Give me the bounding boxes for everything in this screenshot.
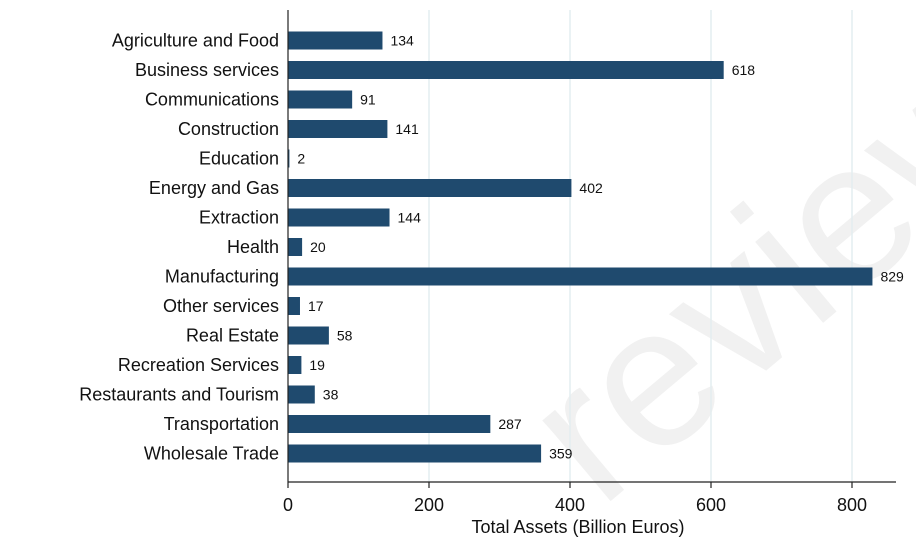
value-label: 17 — [308, 298, 324, 314]
value-label: 287 — [498, 416, 522, 432]
value-label: 359 — [549, 446, 573, 462]
category-label: Business services — [135, 60, 279, 80]
value-label: 2 — [297, 151, 305, 167]
category-label: Health — [227, 237, 279, 257]
category-label: Restaurants and Tourism — [79, 385, 279, 405]
category-label: Agriculture and Food — [112, 31, 279, 51]
value-labels: 134 618 91 141 2 402 144 20 829 17 58 19 38 287 359 — [297, 33, 904, 462]
x-tick-label: 800 — [837, 495, 867, 515]
category-label: Other services — [163, 296, 279, 316]
bar — [288, 444, 542, 463]
category-label: Wholesale Trade — [144, 444, 279, 464]
value-label: 829 — [880, 269, 904, 285]
category-label: Extraction — [199, 208, 279, 228]
bar — [288, 90, 353, 109]
category-labels: Agriculture and Food Business services Com… — [79, 31, 279, 464]
gridlines — [428, 10, 853, 482]
value-label: 38 — [323, 387, 339, 403]
value-label: 19 — [309, 357, 325, 373]
x-tick-label: 0 — [283, 495, 293, 515]
bar — [288, 238, 303, 256]
category-label: Education — [199, 149, 279, 169]
bar — [288, 208, 390, 227]
x-axis-title: Total Assets (Billion Euros) — [471, 517, 684, 537]
value-label: 144 — [398, 210, 422, 226]
category-label: Real Estate — [186, 326, 279, 346]
bar — [288, 149, 290, 168]
x-ticks: 0 200 400 600 800 — [283, 482, 867, 515]
category-label: Communications — [145, 90, 279, 110]
bar — [288, 61, 724, 79]
value-label: 20 — [310, 239, 326, 255]
category-label: Recreation Services — [118, 355, 279, 375]
category-label: Transportation — [164, 414, 279, 434]
bar — [288, 415, 491, 433]
bar — [288, 356, 302, 374]
bar — [288, 31, 383, 50]
x-tick-label: 200 — [414, 495, 444, 515]
bar — [288, 179, 572, 197]
value-label: 618 — [732, 62, 756, 78]
category-label: Energy and Gas — [149, 178, 279, 198]
bar — [288, 326, 329, 345]
value-label: 58 — [337, 328, 353, 344]
value-label: 141 — [395, 121, 419, 137]
value-label: 91 — [360, 92, 376, 108]
bar — [288, 267, 873, 286]
category-label: Construction — [178, 119, 279, 139]
category-label: Manufacturing — [165, 267, 279, 287]
x-tick-label: 400 — [555, 495, 585, 515]
x-tick-label: 600 — [696, 495, 726, 515]
bar — [288, 297, 300, 315]
value-label: 402 — [579, 180, 603, 196]
bars — [288, 31, 873, 463]
value-label: 134 — [390, 33, 414, 49]
bar — [288, 120, 388, 138]
bar — [288, 385, 315, 404]
